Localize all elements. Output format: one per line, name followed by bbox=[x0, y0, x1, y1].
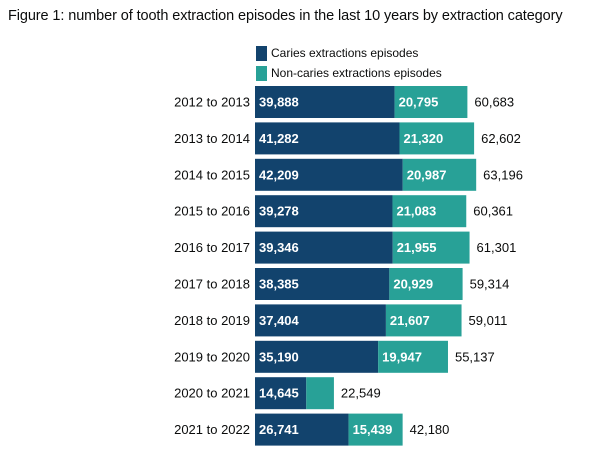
bar-caries bbox=[255, 158, 403, 191]
bar-non-caries bbox=[392, 195, 467, 228]
legend-swatch-non-caries bbox=[256, 65, 267, 81]
data-label-caries: 14,645 bbox=[259, 386, 299, 401]
data-label-non-caries: 20,795 bbox=[399, 95, 439, 110]
data-label-non-caries: 19,947 bbox=[382, 349, 422, 364]
total-label: 60,683 bbox=[474, 95, 514, 110]
category-label: 2013 to 2014 bbox=[174, 131, 250, 146]
data-label-non-caries: 20,987 bbox=[407, 167, 447, 182]
bar-non-caries bbox=[402, 158, 477, 191]
bar-non-caries bbox=[306, 377, 334, 410]
legend-item-non-caries: Non-caries extractions episodes bbox=[256, 64, 442, 82]
total-label: 59,011 bbox=[469, 313, 508, 328]
data-label-caries: 37,404 bbox=[259, 313, 300, 328]
data-label-caries: 26,741 bbox=[259, 422, 299, 437]
bar-caries bbox=[255, 268, 390, 300]
bar-non-caries bbox=[389, 268, 463, 300]
total-label: 62,602 bbox=[481, 131, 521, 146]
bar-caries bbox=[255, 122, 400, 155]
data-label-caries: 41,282 bbox=[259, 131, 299, 146]
data-label-caries: 39,888 bbox=[259, 95, 299, 110]
bar-caries bbox=[255, 304, 386, 337]
category-label: 2014 to 2015 bbox=[174, 167, 250, 182]
legend-item-caries: Caries extractions episodes bbox=[256, 44, 418, 62]
bar-caries bbox=[255, 86, 395, 118]
data-label-non-caries: 20,929 bbox=[393, 277, 433, 292]
data-label-caries: 35,190 bbox=[259, 349, 299, 364]
data-label-caries: 42,209 bbox=[259, 167, 299, 182]
data-label-non-caries: 21,320 bbox=[403, 131, 443, 146]
bar-caries bbox=[255, 195, 393, 228]
data-label-caries: 39,278 bbox=[259, 204, 299, 219]
bar-caries bbox=[255, 413, 349, 446]
category-label: 2017 to 2018 bbox=[174, 277, 250, 292]
category-label: 2015 to 2016 bbox=[174, 204, 250, 219]
bar-non-caries bbox=[378, 340, 448, 373]
category-label: 2021 to 2022 bbox=[174, 422, 250, 437]
chart-title: Figure 1: number of tooth extraction epi… bbox=[8, 8, 563, 24]
total-label: 61,301 bbox=[477, 240, 517, 255]
category-label: 2019 to 2020 bbox=[174, 349, 250, 364]
category-label: 2012 to 2013 bbox=[174, 95, 250, 110]
data-label-non-caries: 21,607 bbox=[390, 313, 430, 328]
bar-non-caries bbox=[385, 304, 462, 337]
bar-caries bbox=[255, 377, 307, 410]
legend-label-caries: Caries extractions episodes bbox=[271, 46, 419, 60]
bar-non-caries bbox=[348, 413, 403, 446]
total-label: 59,314 bbox=[470, 277, 510, 292]
bar-caries bbox=[255, 340, 379, 373]
bar-caries bbox=[255, 231, 393, 264]
bar-non-caries bbox=[394, 86, 468, 118]
bar-non-caries bbox=[392, 231, 470, 264]
total-label: 22,549 bbox=[341, 386, 381, 401]
legend-label-non-caries: Non-caries extractions episodes bbox=[271, 66, 442, 80]
total-label: 55,137 bbox=[455, 349, 495, 364]
data-label-caries: 38,385 bbox=[259, 277, 299, 292]
total-label: 60,361 bbox=[473, 204, 513, 219]
data-label-non-caries: 21,955 bbox=[397, 240, 437, 255]
legend-swatch-caries bbox=[256, 45, 267, 61]
bar-non-caries bbox=[399, 122, 475, 155]
category-label: 2016 to 2017 bbox=[174, 240, 250, 255]
data-label-caries: 39,346 bbox=[259, 240, 299, 255]
total-label: 63,196 bbox=[483, 167, 523, 182]
data-label-non-caries: 15,439 bbox=[353, 422, 393, 437]
category-label: 2020 to 2021 bbox=[174, 386, 250, 401]
total-label: 42,180 bbox=[410, 422, 450, 437]
data-label-non-caries: 21,083 bbox=[396, 204, 436, 219]
category-label: 2018 to 2019 bbox=[174, 313, 250, 328]
